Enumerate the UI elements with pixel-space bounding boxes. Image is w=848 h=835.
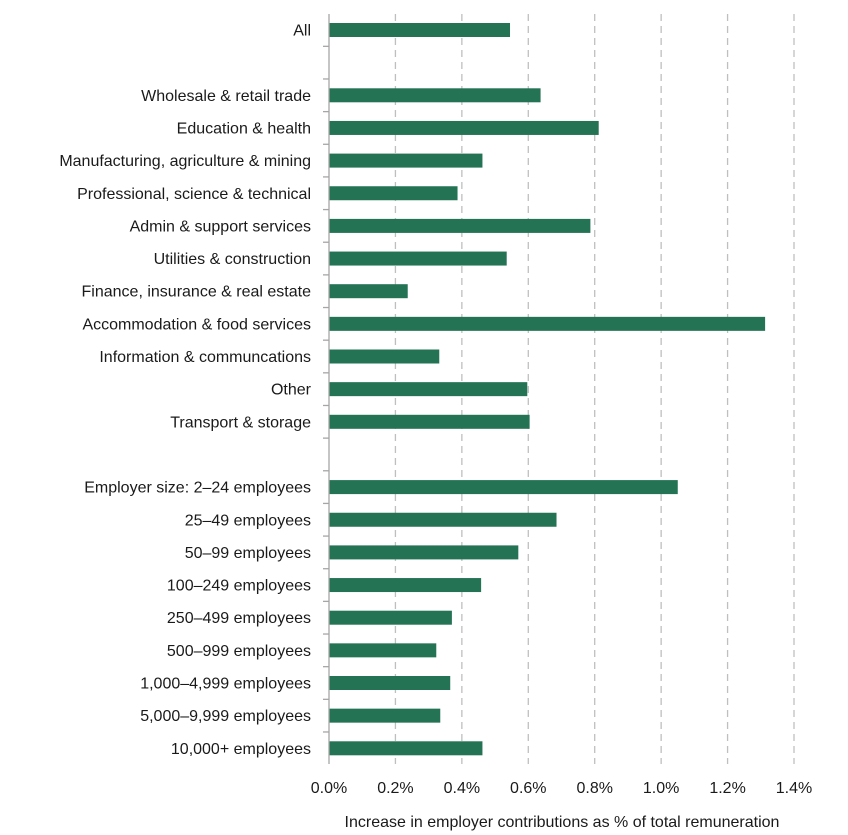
x-tick-labels: 0.0% 0.2% 0.4% 0.6% 0.8% 1.0% 1.2% 1.4% [311,780,812,797]
category-label: 50–99 employees [185,545,311,562]
category-label: 10,000+ employees [171,741,311,758]
x-tick-label: 1.0% [643,780,679,797]
axes [323,14,330,764]
category-label: 1,000–4,999 employees [140,676,311,693]
x-tick-label: 1.4% [776,780,812,797]
category-label: Accommodation & food services [82,316,311,333]
bar [329,218,591,233]
bar [329,708,441,723]
category-label: Utilities & construction [154,251,311,268]
x-tick-label: 0.2% [377,780,413,797]
category-label: Education & health [177,120,311,137]
category-label: 500–999 employees [167,643,311,660]
bar [329,545,519,560]
bar [329,480,678,495]
category-label: Information & communcations [99,349,311,366]
category-label: Finance, insurance & real estate [82,284,312,301]
category-label: All [293,23,311,40]
category-label: Wholesale & retail trade [141,88,311,105]
category-label: 5,000–9,999 employees [140,708,311,725]
bar [329,316,766,331]
gridlines [394,14,795,764]
bar [329,578,482,593]
bar [329,120,599,135]
bar [329,284,408,299]
bar [329,23,511,37]
bar [329,349,440,364]
bar [329,643,437,658]
category-label: Manufacturing, agriculture & mining [59,153,311,170]
category-label: Admin & support services [130,218,311,235]
category-label: 100–249 employees [167,578,311,595]
bars [329,23,766,756]
category-label: 250–499 employees [167,610,311,627]
bar [329,610,452,625]
x-tick-label: 0.0% [311,780,347,797]
bar [329,251,507,266]
bar [329,88,541,103]
category-label: 25–49 employees [185,512,311,529]
bar [329,741,483,756]
bar [329,676,451,690]
bar [329,382,528,397]
category-label: Employer size: 2–24 employees [84,480,311,497]
category-label: Transport & storage [170,414,311,431]
category-label: Other [271,382,312,399]
category-label: Professional, science & technical [77,186,311,203]
x-axis-title: Increase in employer contributions as % … [345,814,780,831]
x-tick-label: 0.6% [510,780,546,797]
x-tick-label: 0.8% [576,780,612,797]
bar [329,153,483,168]
bar [329,186,458,201]
bar [329,414,530,429]
x-tick-label: 0.4% [444,780,480,797]
category-labels: All Wholesale & retail trade Education & h… [59,23,311,758]
x-tick-label: 1.2% [709,780,745,797]
bar [329,512,557,527]
